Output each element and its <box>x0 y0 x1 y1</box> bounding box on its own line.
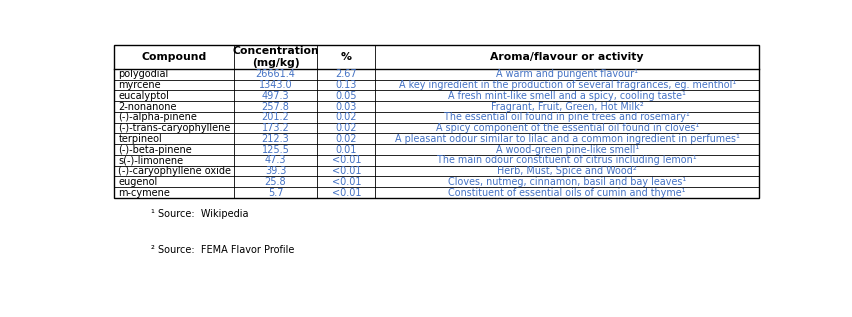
Text: 0.05: 0.05 <box>336 91 357 101</box>
Text: 0.03: 0.03 <box>336 102 357 112</box>
Text: (-)-caryophyllene oxide: (-)-caryophyllene oxide <box>118 166 232 176</box>
Text: Compound: Compound <box>141 52 207 62</box>
Text: 39.3: 39.3 <box>265 166 286 176</box>
Text: m-cymene: m-cymene <box>118 188 170 197</box>
Text: <0.01: <0.01 <box>331 188 361 197</box>
Text: 212.3: 212.3 <box>262 134 290 144</box>
Text: 2-nonanone: 2-nonanone <box>118 102 177 112</box>
Text: <0.01: <0.01 <box>331 166 361 176</box>
Text: s(-)-limonene: s(-)-limonene <box>118 155 183 165</box>
Text: 2.67: 2.67 <box>336 69 357 79</box>
Text: %: % <box>341 52 352 62</box>
Text: Cloves, nutmeg, cinnamon, basil and bay leaves¹: Cloves, nutmeg, cinnamon, basil and bay … <box>448 177 686 187</box>
Text: Aroma/flavour or activity: Aroma/flavour or activity <box>491 52 644 62</box>
Text: Herb, Must, Spice and Wood²: Herb, Must, Spice and Wood² <box>498 166 637 176</box>
Text: (-)-trans-caryophyllene: (-)-trans-caryophyllene <box>118 123 231 133</box>
Text: The essential oil found in pine trees and rosemary¹: The essential oil found in pine trees an… <box>444 112 690 122</box>
Text: eucalyptol: eucalyptol <box>118 91 170 101</box>
Text: (-)-beta-pinene: (-)-beta-pinene <box>118 145 193 155</box>
Text: <0.01: <0.01 <box>331 177 361 187</box>
Text: A pleasant odour similar to lilac and a common ingredient in perfumes¹: A pleasant odour similar to lilac and a … <box>394 134 740 144</box>
Text: 173.2: 173.2 <box>262 123 290 133</box>
Text: 25.8: 25.8 <box>265 177 286 187</box>
Text: terpineol: terpineol <box>118 134 162 144</box>
Text: ¹ Source:  Wikipedia: ¹ Source: Wikipedia <box>152 209 249 219</box>
Text: 5.7: 5.7 <box>268 188 283 197</box>
Text: 125.5: 125.5 <box>262 145 290 155</box>
Text: ² Source:  FEMA Flavor Profile: ² Source: FEMA Flavor Profile <box>152 245 295 256</box>
Text: A spicy component of the essential oil found in cloves¹: A spicy component of the essential oil f… <box>435 123 699 133</box>
Text: 26661.4: 26661.4 <box>256 69 296 79</box>
Text: The main odour constituent of citrus including lemon¹: The main odour constituent of citrus inc… <box>437 155 697 165</box>
Text: 1343.0: 1343.0 <box>259 80 292 90</box>
Text: Constituent of essential oils of cumin and thyme¹: Constituent of essential oils of cumin a… <box>448 188 686 197</box>
Text: 0.02: 0.02 <box>336 112 357 122</box>
Text: (-)-alpha-pinene: (-)-alpha-pinene <box>118 112 198 122</box>
Text: eugenol: eugenol <box>118 177 158 187</box>
Text: A wood-green pine-like smell¹: A wood-green pine-like smell¹ <box>496 145 639 155</box>
Text: polygodial: polygodial <box>118 69 169 79</box>
Text: Fragrant, Fruit, Green, Hot Milk²: Fragrant, Fruit, Green, Hot Milk² <box>491 102 643 112</box>
Text: 201.2: 201.2 <box>262 112 290 122</box>
Text: 0.01: 0.01 <box>336 145 357 155</box>
Text: 257.8: 257.8 <box>262 102 290 112</box>
Text: 47.3: 47.3 <box>265 155 286 165</box>
Text: A warm and pungent flavour¹: A warm and pungent flavour¹ <box>496 69 638 79</box>
Text: Concentration
(mg/kg): Concentration (mg/kg) <box>232 46 319 68</box>
Text: 0.02: 0.02 <box>336 134 357 144</box>
Text: A key ingredient in the production of several fragrances, eg. menthol¹: A key ingredient in the production of se… <box>399 80 736 90</box>
Text: <0.01: <0.01 <box>331 155 361 165</box>
Text: 497.3: 497.3 <box>262 91 290 101</box>
Text: 0.13: 0.13 <box>336 80 357 90</box>
Text: myrcene: myrcene <box>118 80 161 90</box>
Text: 0.02: 0.02 <box>336 123 357 133</box>
Text: A fresh mint-like smell and a spicy, cooling taste¹: A fresh mint-like smell and a spicy, coo… <box>448 91 686 101</box>
